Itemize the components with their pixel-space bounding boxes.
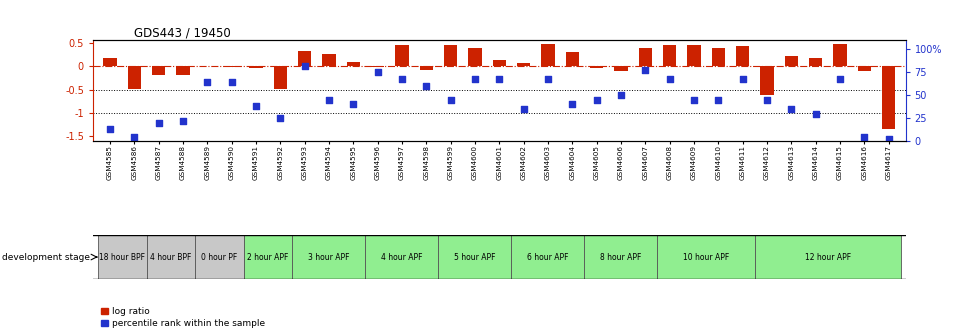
Bar xyxy=(754,235,900,279)
Bar xyxy=(516,63,530,66)
Bar xyxy=(274,66,287,89)
Text: 4 hour APF: 4 hour APF xyxy=(380,253,422,261)
Point xyxy=(734,76,750,82)
Bar xyxy=(565,52,578,66)
Bar xyxy=(297,51,311,66)
Point xyxy=(831,76,847,82)
Bar xyxy=(613,66,627,71)
Point xyxy=(102,127,117,132)
Point xyxy=(564,102,580,107)
Point xyxy=(321,97,336,102)
Bar xyxy=(832,44,846,66)
Bar xyxy=(857,66,870,71)
Point xyxy=(442,97,458,102)
Text: 4 hour BPF: 4 hour BPF xyxy=(150,253,192,261)
Text: 6 hour APF: 6 hour APF xyxy=(527,253,568,261)
Point xyxy=(856,134,871,139)
Point xyxy=(418,83,433,89)
Point xyxy=(224,79,240,84)
Text: 8 hour APF: 8 hour APF xyxy=(600,253,641,261)
Text: 18 hour BPF: 18 hour BPF xyxy=(99,253,145,261)
Text: 5 hour APF: 5 hour APF xyxy=(454,253,495,261)
Point xyxy=(588,97,603,102)
Bar xyxy=(783,56,797,66)
Bar xyxy=(152,66,165,75)
Point xyxy=(272,116,288,121)
Bar xyxy=(590,66,602,69)
Point xyxy=(515,107,531,112)
Bar xyxy=(195,235,244,279)
Bar xyxy=(104,58,116,66)
Bar xyxy=(98,235,147,279)
Bar xyxy=(735,46,748,66)
Bar xyxy=(541,44,555,66)
Point xyxy=(612,93,628,98)
Point xyxy=(491,76,507,82)
Point xyxy=(686,97,701,102)
Point xyxy=(151,120,166,125)
Text: 2 hour APF: 2 hour APF xyxy=(247,253,289,261)
Point xyxy=(637,67,652,72)
Bar xyxy=(127,66,141,89)
Text: 3 hour APF: 3 hour APF xyxy=(308,253,349,261)
Text: GDS443 / 19450: GDS443 / 19450 xyxy=(133,26,230,39)
Point xyxy=(394,76,410,82)
Bar xyxy=(443,45,457,66)
Bar xyxy=(395,45,408,66)
Point xyxy=(200,79,215,84)
Bar xyxy=(687,45,700,66)
Legend: log ratio, percentile rank within the sample: log ratio, percentile rank within the sa… xyxy=(98,303,268,332)
Point xyxy=(247,103,263,109)
Bar xyxy=(467,48,481,66)
Point xyxy=(661,76,677,82)
Bar xyxy=(244,235,292,279)
Bar xyxy=(438,235,511,279)
Point xyxy=(370,70,385,75)
Bar xyxy=(371,66,384,67)
Point xyxy=(126,134,142,139)
Bar xyxy=(492,60,506,66)
Bar xyxy=(638,48,651,66)
Bar xyxy=(808,58,822,66)
Point xyxy=(175,118,191,124)
Point xyxy=(345,102,361,107)
Text: 12 hour APF: 12 hour APF xyxy=(804,253,850,261)
Text: 10 hour APF: 10 hour APF xyxy=(683,253,729,261)
Bar xyxy=(760,66,773,95)
Point xyxy=(880,137,896,142)
Text: 0 hour PF: 0 hour PF xyxy=(201,253,238,261)
Point xyxy=(467,76,482,82)
Bar xyxy=(322,54,335,66)
Point xyxy=(710,97,726,102)
Bar xyxy=(225,66,238,67)
Bar xyxy=(292,235,365,279)
Point xyxy=(782,107,798,112)
Point xyxy=(296,63,312,69)
Bar xyxy=(420,66,432,70)
Bar xyxy=(249,66,262,69)
Point xyxy=(807,111,822,116)
Bar xyxy=(662,45,676,66)
Bar xyxy=(657,235,754,279)
Text: development stage: development stage xyxy=(2,253,90,261)
Bar xyxy=(176,66,190,76)
Point xyxy=(758,97,774,102)
Point xyxy=(540,76,556,82)
Bar xyxy=(511,235,584,279)
Bar xyxy=(147,235,195,279)
Bar xyxy=(881,66,894,129)
Bar xyxy=(711,48,724,66)
Bar xyxy=(584,235,657,279)
Bar xyxy=(365,235,438,279)
Bar xyxy=(346,62,360,66)
